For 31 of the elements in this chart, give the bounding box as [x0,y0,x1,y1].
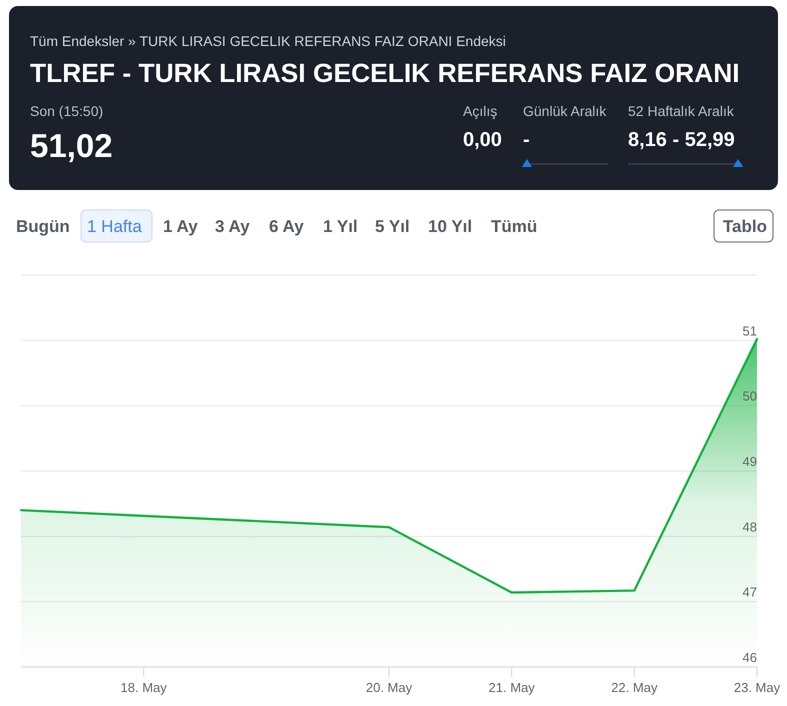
x-tick-label: 18. May [120,680,168,695]
text: Günlük Aralık [523,103,608,119]
y-tick-label: 51 [742,323,757,338]
text: - [523,129,530,151]
x-tick-label: 21. May [488,680,536,695]
text: Son (15:50) [30,103,104,119]
x-tick-label: 20. May [366,680,413,695]
x-tick-label: 22. May [611,680,658,695]
chart-subtitle: Tüm Endeksler » TURK LIRASI GECELIK REFERANS FAIZ ORANI Endeksi [30,33,506,49]
text: 1 Yıl [323,217,358,236]
text: 5 Yıl [375,217,410,236]
text: Açılış [463,103,498,119]
text: 52 Haftalık Aralık [628,103,735,119]
text: 0,00 [463,129,502,151]
y-tick-label: 50 [742,388,757,404]
chart-title: TLREF - TURK LIRASI GECELIK REFERANS FAIZ ORANI [30,58,740,88]
text: Tablo [722,217,767,236]
y-tick-label: 49 [742,454,757,469]
x-tick-label: 23. May [734,680,781,695]
text: Bugün [16,217,70,236]
text: 51,02 [30,127,113,164]
text: Tümü [491,217,538,236]
text: 10 Yıl [428,217,472,236]
y-tick-label: 47 [742,584,757,600]
text: 3 Ay [215,217,250,236]
text: 1 Ay [163,217,198,236]
y-tick-label: 46 [742,650,757,665]
text: 1 Hafta [87,217,142,236]
y-tick-label: 48 [742,519,757,534]
text: 6 Ay [269,217,304,236]
text: 8,16 - 52,99 [628,129,735,151]
